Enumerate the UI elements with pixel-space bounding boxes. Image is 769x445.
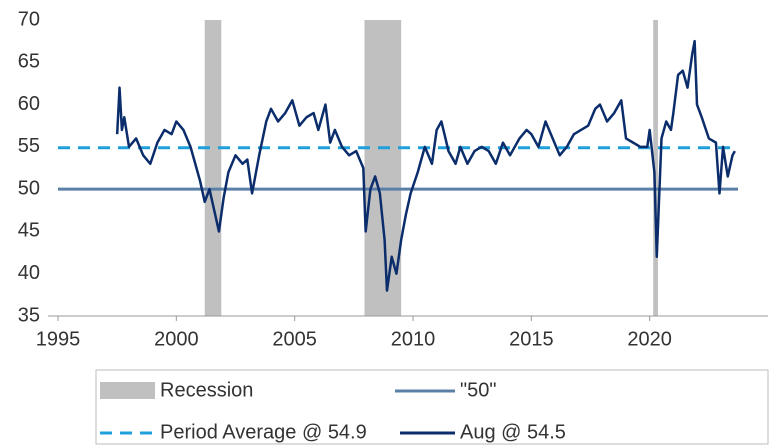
x-tick-label: 2015 <box>509 328 554 350</box>
data-line <box>115 39 736 292</box>
x-tick-label: 2010 <box>391 328 436 350</box>
y-tick-label: 35 <box>18 304 40 326</box>
y-tick-label: 65 <box>18 51 40 73</box>
y-tick-label: 60 <box>18 93 40 115</box>
legend-label: Aug @ 54.5 <box>460 421 566 443</box>
legend-label: Recession <box>160 379 253 401</box>
legend-box <box>95 369 769 445</box>
legend-swatch <box>100 382 155 399</box>
x-tick-label: 2005 <box>272 328 317 350</box>
y-tick-label: 50 <box>18 177 40 199</box>
recession-band <box>204 20 222 316</box>
recession-band <box>653 20 658 316</box>
x-tick-label: 2020 <box>627 328 672 350</box>
y-tick-label: 55 <box>18 135 40 157</box>
x-tick-label: 2000 <box>154 328 199 350</box>
legend-label: Period Average @ 54.9 <box>160 421 367 443</box>
x-tick-label: 1995 <box>36 328 81 350</box>
y-tick-label: 40 <box>18 262 40 284</box>
y-tick-label: 70 <box>18 8 40 30</box>
legend-label: "50" <box>460 379 496 401</box>
y-tick-label: 45 <box>18 220 40 242</box>
